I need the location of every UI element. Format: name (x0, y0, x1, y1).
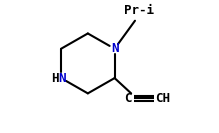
Text: CH: CH (155, 92, 170, 105)
Text: H: H (51, 72, 58, 85)
Text: N: N (111, 42, 118, 55)
Text: C: C (124, 92, 132, 105)
Text: Pr-i: Pr-i (124, 4, 154, 17)
Text: N: N (58, 72, 66, 85)
